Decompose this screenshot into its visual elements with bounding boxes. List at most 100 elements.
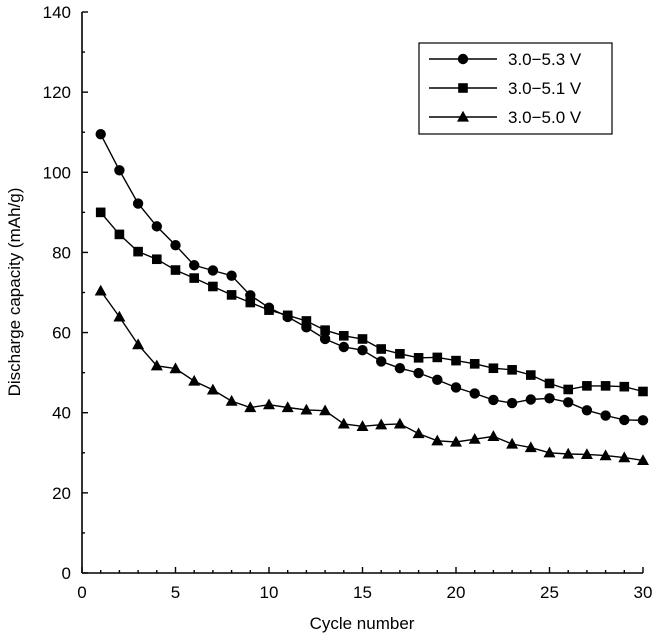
data-point-square	[451, 355, 461, 366]
data-point-square	[507, 365, 517, 375]
data-point-square	[563, 384, 573, 395]
legend-item: 3.0−5.3 V	[429, 50, 582, 69]
legend: 3.0−5.3 V 3.0−5.1 V 3.0−5.0 V	[418, 42, 613, 135]
data-point-square	[264, 305, 274, 315]
data-point-circle	[114, 165, 125, 176]
data-point-circle	[506, 397, 518, 409]
data-point-triangle	[524, 441, 537, 453]
y-tick-label: 140	[43, 3, 71, 22]
data-point-square	[600, 381, 611, 391]
x-tick-label: 25	[540, 583, 559, 602]
data-point-triangle	[637, 454, 649, 465]
data-point-triangle	[356, 420, 369, 431]
x-tick-label: 10	[260, 583, 279, 602]
data-point-triangle	[618, 451, 631, 463]
data-point-square	[320, 325, 330, 335]
data-point-square	[95, 207, 106, 218]
data-point-triangle	[169, 362, 182, 374]
data-point-triangle	[562, 447, 575, 459]
data-point-circle	[376, 356, 387, 367]
data-point-circle	[394, 363, 406, 374]
data-point-circle	[338, 341, 349, 353]
data-point-triangle	[431, 434, 444, 446]
data-point-triangle	[244, 401, 257, 413]
data-point-square	[208, 281, 218, 292]
data-point-triangle	[188, 374, 201, 386]
y-tick-label: 40	[52, 404, 71, 423]
y-tick-label: 0	[62, 564, 71, 583]
data-point-circle	[563, 397, 574, 408]
x-tick-label: 5	[171, 583, 180, 602]
data-point-circle	[151, 221, 162, 232]
data-point-square	[544, 378, 555, 389]
data-point-square	[619, 381, 630, 392]
legend-marker-circle	[457, 53, 469, 65]
data-point-circle	[189, 260, 200, 271]
y-tick-label: 100	[43, 163, 71, 182]
data-point-triangle	[468, 432, 481, 444]
series-triangle	[94, 284, 649, 465]
legend-label: 3.0−5.0 V	[508, 108, 582, 127]
data-point-square	[226, 290, 237, 300]
data-point-circle	[450, 382, 462, 393]
data-point-triangle	[132, 338, 145, 350]
data-point-circle	[619, 414, 630, 426]
data-point-square	[152, 254, 162, 265]
legend-item: 3.0−5.0 V	[429, 108, 582, 127]
x-tick-label: 20	[447, 583, 466, 602]
data-point-square	[170, 265, 181, 275]
data-point-circle	[525, 394, 536, 405]
data-point-square	[357, 334, 368, 344]
data-point-square	[582, 381, 592, 391]
data-point-triangle	[580, 448, 593, 459]
data-point-circle	[207, 265, 219, 276]
data-point-square	[413, 353, 424, 363]
data-point-triangle	[599, 449, 612, 461]
data-point-square	[114, 229, 125, 240]
x-tick-label: 15	[353, 583, 372, 602]
series-line-circle	[100, 133, 644, 421]
data-point-triangle	[225, 394, 238, 406]
data-point-square	[395, 349, 405, 359]
y-tick-label: 20	[52, 484, 71, 503]
data-point-circle	[469, 388, 480, 399]
data-point-square	[189, 273, 199, 283]
data-point-triangle	[375, 418, 388, 430]
data-point-square	[376, 344, 386, 354]
data-point-square	[432, 352, 443, 363]
data-point-triangle	[319, 404, 332, 416]
data-point-circle	[170, 240, 181, 251]
legend-marker-triangle	[457, 110, 469, 122]
data-point-circle	[432, 374, 443, 386]
data-point-circle	[413, 367, 424, 379]
data-point-square	[469, 359, 480, 369]
data-point-triangle	[412, 427, 425, 439]
data-point-square	[526, 370, 536, 380]
legend-label: 3.0−5.1 V	[508, 79, 582, 98]
legend-label: 3.0−5.3 V	[508, 50, 582, 69]
data-point-triangle	[393, 417, 406, 429]
y-axis-title: Discharge capacity (mAh/g)	[5, 188, 24, 397]
data-point-triangle	[150, 359, 163, 371]
data-point-circle	[132, 198, 144, 209]
data-point-circle	[581, 405, 593, 416]
data-point-square	[301, 316, 312, 326]
data-point-triangle	[113, 310, 126, 322]
data-point-square	[488, 363, 499, 374]
x-tick-label: 30	[634, 583, 653, 602]
data-point-triangle	[506, 437, 519, 449]
data-point-circle	[600, 410, 611, 421]
data-point-triangle	[94, 284, 107, 296]
series-line-square	[100, 211, 644, 393]
data-point-circle	[544, 393, 555, 404]
legend-marker-square	[458, 83, 468, 93]
data-point-triangle	[281, 401, 294, 413]
data-point-square	[638, 386, 648, 397]
x-tick-label: 0	[77, 583, 86, 602]
plot-area: 0 5 10 15 20 25 30 0 20 40 60 80 100 120 140	[43, 3, 653, 602]
data-point-circle	[95, 129, 106, 140]
data-point-square	[282, 310, 293, 321]
y-tick-label: 80	[52, 243, 71, 262]
series-line-triangle	[100, 290, 644, 462]
